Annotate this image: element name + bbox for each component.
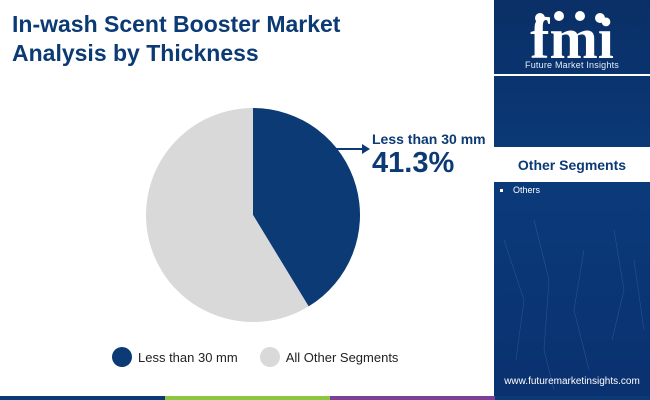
footer-segment-green [165, 396, 330, 400]
callout-arrow [335, 144, 370, 154]
footer-color-bar [0, 396, 650, 400]
other-segments-header: Other Segments [494, 147, 650, 182]
website-url: www.futuremarketinsights.com [504, 376, 640, 387]
fmi-logo: fmi [530, 6, 614, 71]
footer-segment-purple [330, 396, 495, 400]
legend-item-all-other-segments: All Other Segments [259, 347, 399, 367]
legend-label-less-than-30mm: Less than 30 mm [138, 349, 238, 365]
legend-label-all-other-segments: All Other Segments [285, 349, 399, 365]
footer-segment-blue [0, 396, 165, 400]
list-item: Others [500, 185, 540, 195]
chart-title: In-wash Scent Booster Market Analysis by… [12, 11, 341, 66]
logo-divider [494, 74, 650, 76]
logo-subtitle: Future Market Insights [525, 60, 619, 70]
other-segments-list: Others [500, 185, 540, 195]
legend-swatch-less-than-30mm [112, 347, 132, 367]
other-segments-title: Other Segments [517, 156, 627, 173]
callout-value: 41.3% [372, 147, 455, 179]
legend-item-less-than-30mm: Less than 30 mm [112, 347, 238, 367]
callout-label: Less than 30 mm [372, 131, 486, 147]
pie-chart [145, 108, 370, 322]
legend: Less than 30 mm All Other Segments [112, 347, 420, 367]
legend-swatch-all-other-segments [259, 347, 280, 367]
decorative-lines [503, 219, 645, 391]
pie-slice-all-other-segments [145, 108, 309, 322]
footer-segment-navy [495, 396, 650, 400]
bullet-icon [500, 188, 503, 192]
other-segment-label: Others [513, 185, 541, 195]
sidebar-panel: fmi Future Market Insights Other Segment… [494, 0, 650, 400]
pie-slice-less-than-30-mm [253, 108, 360, 307]
